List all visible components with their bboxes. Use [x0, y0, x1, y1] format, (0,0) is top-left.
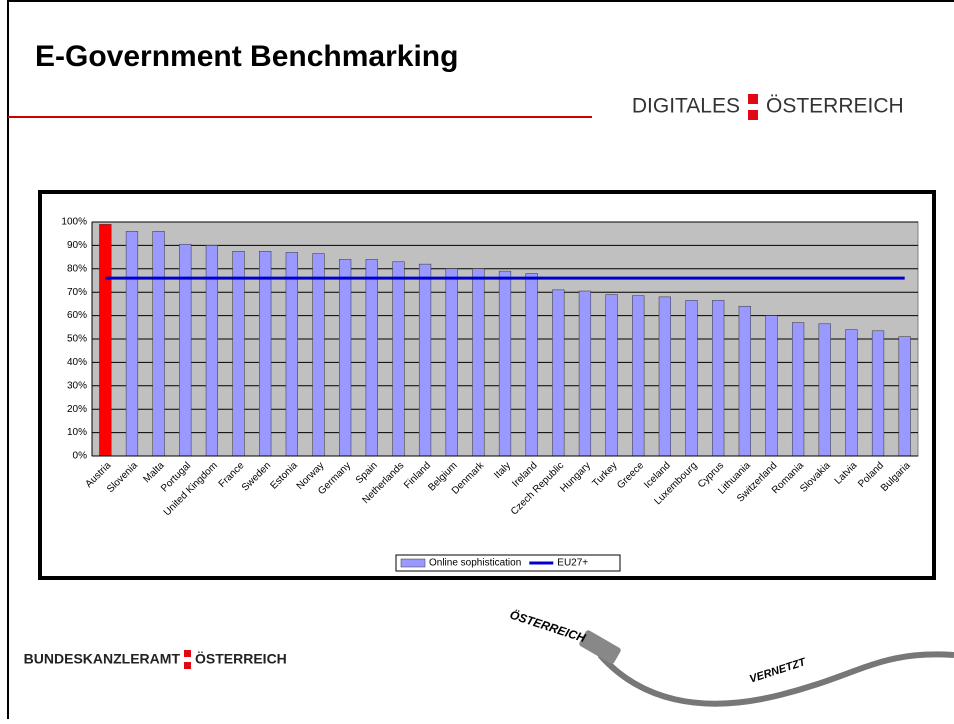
bar — [712, 300, 725, 457]
bar — [392, 261, 405, 457]
bar — [552, 289, 565, 457]
legend-label: EU27+ — [557, 558, 588, 569]
footer-brand-right: ÖSTERREICH — [195, 651, 287, 667]
legend: Online sophistication EU27+ — [395, 554, 621, 572]
bar — [632, 295, 645, 457]
legend-label: Online sophistication — [429, 558, 521, 569]
bar — [898, 336, 911, 457]
y-tick-label: 80% — [67, 263, 87, 274]
brand-flag — [184, 650, 191, 657]
bar — [791, 322, 805, 457]
bar — [738, 305, 751, 457]
y-tick-label: 10% — [67, 427, 87, 438]
bar — [685, 300, 698, 457]
y-tick-label: 50% — [67, 334, 87, 345]
cable-label: VERNETZT — [748, 656, 808, 686]
legend-swatch — [400, 558, 426, 568]
y-tick-label: 40% — [67, 357, 87, 368]
bar — [339, 259, 352, 457]
bar — [285, 252, 298, 457]
brand-flag — [748, 110, 758, 120]
bar — [578, 290, 592, 457]
bar — [765, 315, 778, 457]
bar — [845, 329, 858, 457]
y-tick-label: 70% — [67, 287, 87, 298]
bar — [179, 243, 192, 457]
bar — [152, 231, 165, 457]
cable — [597, 651, 954, 707]
bar — [259, 251, 272, 457]
bar — [498, 270, 512, 457]
y-tick-label: 20% — [67, 404, 87, 415]
bar — [658, 296, 671, 457]
usb-plug — [579, 630, 621, 664]
slide-title: E-Government Benchmarking — [35, 40, 458, 73]
bar — [232, 251, 245, 457]
y-tick-label: 0% — [73, 451, 88, 462]
bar — [472, 268, 485, 457]
bar — [365, 259, 378, 457]
brand-flag — [748, 94, 758, 104]
bar — [125, 231, 139, 457]
brand-right: ÖSTERREICH — [766, 95, 904, 118]
bar — [312, 253, 325, 457]
brand-flag — [184, 662, 191, 669]
y-tick-label: 60% — [67, 310, 87, 321]
legend-box — [395, 554, 621, 572]
bar — [445, 268, 458, 457]
y-tick-label: 90% — [67, 240, 87, 251]
y-tick-label: 100% — [61, 217, 87, 228]
bar — [871, 330, 885, 457]
bar — [525, 273, 538, 457]
bar — [818, 323, 831, 457]
bar — [605, 294, 618, 457]
brand-left: DIGITALES — [632, 95, 740, 118]
bar — [418, 263, 432, 457]
y-tick-label: 30% — [67, 380, 87, 391]
bar — [99, 224, 112, 457]
cable-label: ÖSTERREICH — [508, 607, 588, 646]
footer-brand-left: BUNDESKANZLERAMT — [24, 651, 181, 667]
